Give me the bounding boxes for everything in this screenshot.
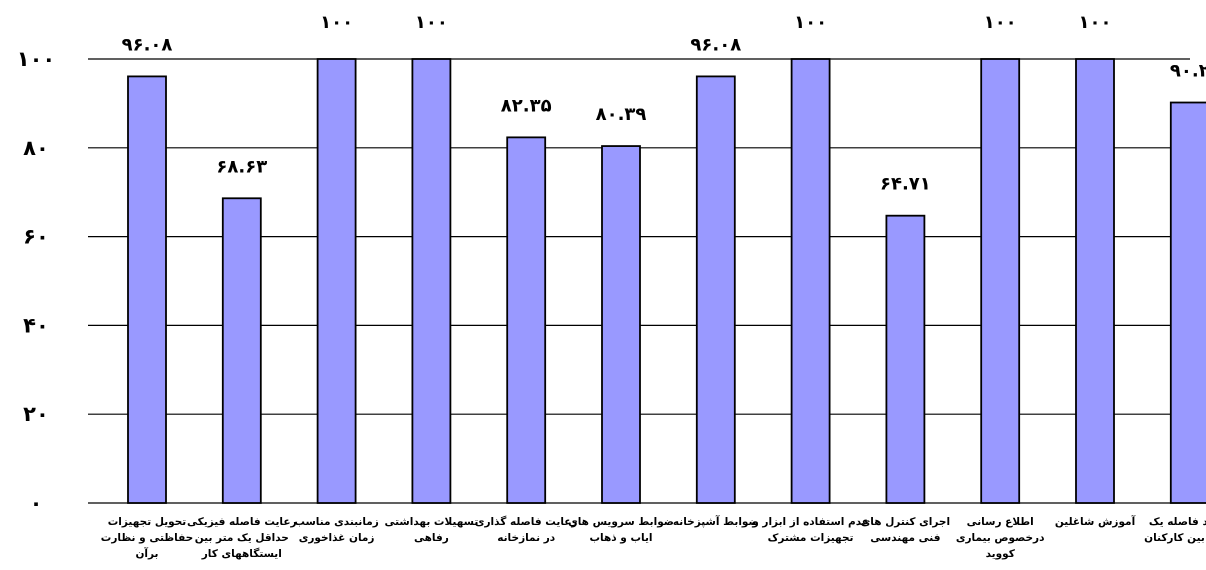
data-labels: ۹۶.۰۸ ۶۸.۶۳ ۱۰۰ ۱۰۰ ۸۲.۳۵ ۸۰.۳۹ ۹۶.۰۸ ۱۰۰ ۶۴.۷۱ ۱…: [122, 12, 1206, 195]
bar: [221, 197, 262, 504]
category-label-line: رعایت فاصله فیزیکی: [187, 516, 297, 528]
bar: [601, 145, 641, 504]
category-label-line: تمهید فاصله یک: [1149, 516, 1206, 528]
data-label: ۶۸.۶۳: [216, 156, 267, 177]
y-tick-label: ۲۰: [23, 402, 49, 426]
category-label-line: عدم استفاده از ابزار و: [751, 516, 869, 528]
bar: [1075, 58, 1115, 504]
bar: [1169, 101, 1206, 504]
category-label: تحویل تجهیزات حفاظتی و نظارت برآن: [101, 516, 193, 560]
category-label-line: حداقل یک متر بین: [195, 532, 289, 544]
category-label-line: فنی مهندسی: [870, 532, 940, 544]
category-label-line: در نمازخانه: [497, 532, 555, 544]
data-label: ۹۶.۰۸: [690, 34, 741, 55]
category-label: زمانبندی مناسب زمان غذاخوری: [294, 516, 379, 544]
category-label-line: درخصوص بیماری: [956, 532, 1045, 544]
bar: [411, 58, 452, 504]
y-tick-label: ۸۰: [23, 136, 49, 160]
category-label-line: حفاظتی و نظارت: [101, 532, 193, 544]
category-label-line: زمانبندی مناسب: [294, 516, 379, 528]
category-label-line: تسهیلات بهداشتی: [384, 516, 478, 528]
category-label-line: تجهیزات مشترک: [768, 532, 854, 544]
data-label: ۱۰۰: [984, 12, 1017, 33]
data-label: ۱۰۰: [415, 12, 448, 33]
category-label: اجرای کنترل های فنی مهندسی: [861, 516, 950, 544]
category-label-line: اطلاع رسانی: [967, 516, 1034, 528]
bar: [127, 75, 167, 504]
category-labels: تحویل تجهیزات حفاظتی و نظارت برآن رعایت فاص…: [101, 515, 1206, 560]
data-label: ۸۲.۳۵: [501, 95, 552, 116]
bar: [980, 58, 1021, 504]
bar: [316, 58, 357, 504]
category-label: رعایت فاصله گذاری در نمازخانه: [475, 515, 578, 544]
category-label: تمهید فاصله یک متری بین کارکنان: [1144, 516, 1206, 544]
bars-layer: [127, 58, 1206, 504]
category-label-line: تحویل تجهیزات: [108, 516, 187, 528]
category-label-line: ایاب و ذهاب: [589, 532, 652, 544]
data-label: ۹۶.۰۸: [122, 34, 173, 55]
bar: [695, 75, 736, 504]
data-label: ۹۰.۲: [1170, 61, 1206, 82]
data-label: ۱۰۰: [794, 12, 827, 33]
category-label-line: برآن: [135, 547, 158, 560]
data-label: ۶۴.۷۱: [880, 174, 931, 195]
y-tick-labels: ۰ ۲۰ ۴۰ ۶۰ ۸۰ ۱۰۰: [17, 47, 55, 515]
category-label-line: آموزش شاغلین: [1055, 515, 1136, 528]
category-label-line: ضوابط سرویس های: [568, 516, 674, 528]
y-tick-label: ۴۰: [23, 313, 49, 337]
bar: [885, 214, 926, 504]
category-label-line: ضوابط آشپزخانه: [673, 515, 759, 528]
category-label-line: کووید: [986, 548, 1016, 560]
category-label: اطلاع رسانی درخصوص بیماری کووید: [956, 516, 1045, 560]
category-label: عدم استفاده از ابزار و تجهیزات مشترک: [751, 516, 869, 544]
category-label-line: زمان غذاخوری: [299, 532, 375, 544]
data-label: ۱۰۰: [1079, 12, 1112, 33]
bar: [790, 58, 831, 504]
category-label: آموزش شاغلین: [1055, 515, 1136, 528]
category-label-line: متری بین کارکنان: [1144, 532, 1206, 544]
category-label-line: رفاهی: [414, 532, 449, 544]
category-label-line: رعایت فاصله گذاری: [475, 515, 578, 528]
category-label: ضوابط سرویس های ایاب و ذهاب: [568, 516, 674, 544]
category-label: ضوابط آشپزخانه: [673, 515, 759, 528]
data-label: ۱۰۰: [320, 12, 353, 33]
data-label: ۸۰.۳۹: [596, 104, 647, 125]
category-label: رعایت فاصله فیزیکی حداقل یک متر بین ایستگا…: [187, 516, 297, 560]
y-tick-label: ۰: [30, 491, 43, 515]
y-tick-label: ۱۰۰: [17, 47, 55, 71]
y-tick-label: ۶۰: [23, 225, 49, 249]
category-label-line: اجرای کنترل های: [861, 516, 950, 528]
category-label-line: ایستگاههای کار: [201, 547, 282, 560]
category-label: تسهیلات بهداشتی رفاهی: [384, 516, 478, 544]
bar: [506, 136, 547, 504]
